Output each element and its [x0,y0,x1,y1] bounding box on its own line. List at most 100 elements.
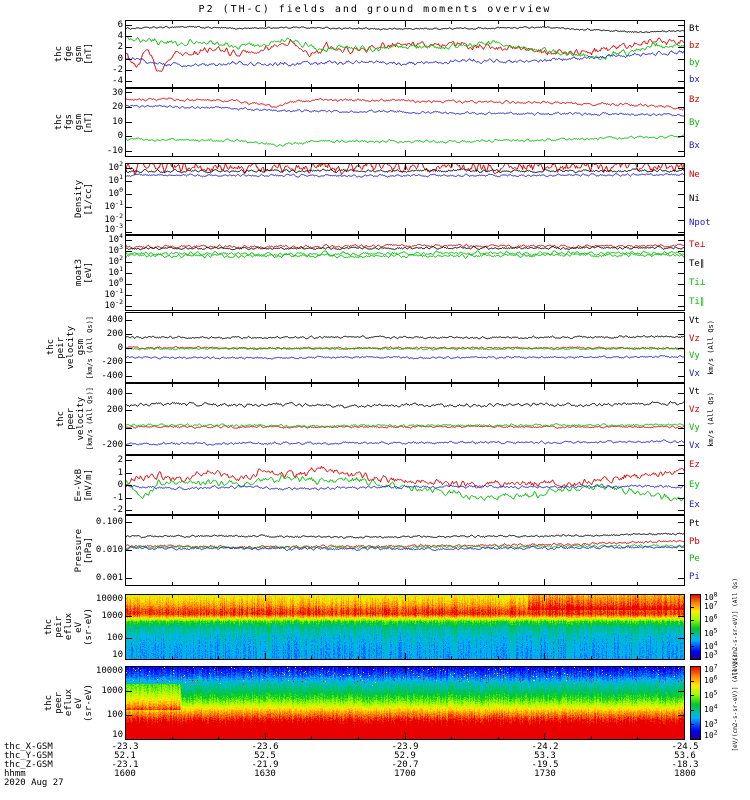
axis-row-value: -23.3 [111,742,139,752]
trace-label-Bz: Bz [689,94,700,105]
y-tick-label: 100 [108,275,123,289]
y-tick-label: 10 [112,730,123,740]
y-tick-label: 2 [117,455,123,465]
panel-label-moat3: moat3 [eV] [36,235,94,311]
colorbar-tick-label: 105 [704,625,718,638]
panel-label-line: velocity [76,397,86,441]
axis-row-value: -23.1 [111,760,139,770]
y-tick-label: 10-3 [104,222,123,235]
y-tick-label: 200 [106,405,123,416]
colorbar-tick-label: 106 [704,612,718,625]
colorbar-thc-peer-eflux [690,666,701,740]
axis-row-value: -21.9 [251,760,279,770]
panel-label-line: thc [44,618,54,636]
panel-canvas-thc-peir-velocity-gsm [125,312,685,383]
colorbar-unit-label: [eV/(cm2-s-sr-eV)] (All Qs) [732,578,739,676]
y-tick-label: 1 [117,467,123,478]
colorbar-tick-label: 102 [704,728,718,740]
colorbar-tick-label: 104 [704,639,718,651]
y-tick-label: 10-2 [104,297,123,311]
y-tick-label: -1 [112,492,123,503]
panel-label-line: E=-VxB [74,468,84,502]
colorbar-tick-label: 104 [704,702,718,715]
panel-label-line: gsm [74,45,84,63]
y-tick-label: 20 [112,102,123,113]
panel-label-line: eV [74,697,84,709]
y-tick-label: -10 [106,146,123,157]
panel-label-line: fgs [64,114,74,131]
axis-row-value: 52.1 [114,751,136,761]
panel-label-thc-fgs-gsm: thc fgs gsm [nT] [36,88,94,157]
panel-label-line: thc [46,339,56,356]
y-tick-label: 100 [106,710,123,721]
y-tick-label: 100 [108,185,123,199]
panel-label-line: fge [64,45,74,63]
colorbar-tick-label: 107 [704,662,718,674]
y-tick-label: 0 [117,53,123,64]
axis-row-value: 1630 [254,769,276,779]
panel-canvas-density [125,163,685,235]
axis-row-value: -19.5 [531,760,559,770]
trace-label-Vy: Vy [689,351,700,362]
panel-label-line: peir [54,616,64,638]
trace-label-Vx: Vx [689,441,700,451]
panel-canvas-pressure [125,515,685,586]
y-tick-label: 200 [106,329,123,340]
panel-label-line: thc [54,45,64,63]
colorbar-tick-label: 107 [704,599,718,612]
trace-label-Ni: Ni [689,194,700,204]
trace-label-bx: bx [689,74,700,85]
panel-label-pressure: Pressure [nPa] [36,515,94,586]
y-tick-label: 10000 [95,666,123,676]
y-tick-label: 103 [108,243,123,257]
panel-canvas-thc-fge-gsm [125,20,685,88]
axis-row-value: 1730 [534,769,556,779]
panel-label-line: Pressure [74,528,84,573]
panel-canvas-thc-peir-eflux [125,594,685,660]
trace-label-Pi: Pi [689,572,700,583]
y-tick-label: 2 [117,42,123,53]
trace-label-Vx: Vx [689,369,700,380]
trace-label-Vt: Vt [689,315,700,326]
panel-label-line: gsm [74,114,84,131]
y-tick-label: 10-1 [104,286,123,300]
panel-canvas-thc-fgs-gsm [125,88,685,157]
panel-label-thc-peer-velocity: thc peer velocity [km/s (All Qs)] [36,383,94,455]
trace-label-Ti∥: Ti∥ [689,296,705,307]
panel-canvas-e-field [125,455,685,515]
axis-row-value: -24.5 [671,742,699,752]
panel-label-line: gsm [76,339,86,356]
panel-label-e-field: E=-VxB [mV/m] [36,455,94,515]
trace-label-Ey: Ey [689,480,700,490]
panel-label-line: thc [54,114,64,131]
y-tick-label: 102 [108,160,123,174]
y-tick-label: 6 [117,20,123,30]
y-tick-label: 0.100 [95,516,123,527]
y-tick-label: 0.001 [95,572,123,583]
panel-canvas-thc-peer-eflux [125,666,685,740]
y-tick-label: 10 [112,116,123,127]
y-tick-label: 0 [117,480,123,490]
colorbar-tick-label: 103 [704,648,718,660]
trace-label-Pe: Pe [689,554,700,565]
panel-label-line: moat3 [74,259,84,287]
y-tick-label: -2 [112,505,123,515]
colorbar-tick-label: 108 [704,590,718,602]
y-tick-label: 0.010 [95,544,123,555]
panel-canvas-thc-peer-velocity [125,383,685,455]
panel-label-line: thc [44,694,54,712]
trace-label-Npot: Npot [689,218,711,228]
y-tick-label: 1000 [101,685,123,696]
panel-canvas-moat3 [125,235,685,311]
axis-row-value: 53.6 [674,751,696,761]
trace-label-by: by [689,57,700,68]
colorbar-unit-label: [eV/(cm2-s-sr-eV)] (All Qs) [732,654,739,752]
trace-label-Bt: Bt [689,23,700,34]
colorbar-thc-peir-eflux [690,594,701,660]
panel-label-line: eflux [64,613,74,641]
y-tick-label: 10 [112,650,123,660]
y-tick-label: 100 [106,633,123,643]
trace-label-Vt: Vt [689,387,700,397]
axis-row-value: 1700 [394,769,416,779]
